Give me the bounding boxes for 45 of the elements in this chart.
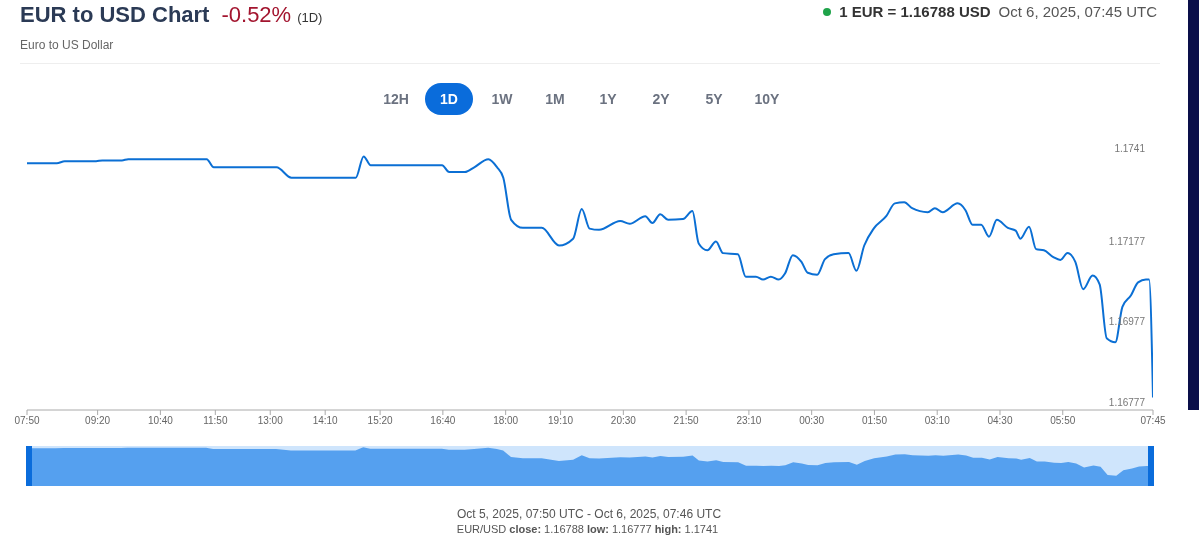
text: Oct 6, 2025, 07:45 UTC (998, 3, 1157, 20)
text: Oct 5, 2025, 07:50 UTC - Oct 6, 2025, 07:46 UTC (455, 507, 723, 521)
x-tick-label: 03:10 (924, 415, 951, 427)
text: 12H (382, 90, 410, 109)
text: 1Y (598, 90, 618, 109)
x-tick-label: 15:20 (367, 415, 394, 427)
x-tick-label: 14:10 (312, 415, 339, 427)
x-tick-label: 23:10 (736, 415, 762, 427)
chart-title: EUR to USD Chart (20, 2, 210, 28)
x-tick-label: 19:10 (548, 415, 574, 427)
x-tick-label: 20:30 (610, 415, 637, 427)
x-tick-label: 10:40 (147, 415, 174, 427)
line-series (27, 155, 1153, 399)
x-tick-label: 13:00 (257, 415, 284, 427)
x-tick-label: 16:40 (430, 415, 456, 427)
text: 1D (425, 83, 473, 115)
text: high: (654, 523, 682, 535)
y-tick-label: 1.17177 (1108, 236, 1146, 248)
text: 10Y (753, 90, 781, 109)
x-tick-label: 01:50 (861, 415, 888, 427)
text: EUR/USD (456, 523, 507, 535)
x-tick-label: 04:30 (987, 415, 1013, 427)
text: 1.16777 (611, 523, 652, 535)
x-tick-label: 18:00 (493, 415, 519, 427)
x-tick-label: 21:50 (673, 415, 700, 427)
text: 1W (490, 90, 514, 109)
text: -0.52% (221, 2, 292, 28)
x-tick-label: 00:30 (799, 415, 825, 427)
text: 1.1741 (684, 523, 719, 535)
text: 2Y (651, 90, 671, 109)
text: 1 EUR = 1.16788 USD (839, 3, 991, 20)
y-tick-label: 1.1741 (1114, 142, 1146, 154)
text: close: (509, 523, 542, 535)
text: (1D) (297, 10, 323, 25)
text: 1.16788 (544, 523, 584, 535)
x-tick-label: 07:50 (14, 415, 40, 427)
x-tick-label: 07:45 (1140, 415, 1166, 427)
text: low: (586, 523, 609, 535)
y-tick-label: 1.16777 (1108, 396, 1146, 408)
x-tick-label: 09:20 (85, 415, 111, 427)
text: 1M (544, 90, 566, 109)
x-tick-label: 11:50 (203, 415, 228, 427)
chart-subtitle: Euro to US Dollar (20, 38, 114, 52)
text: 5Y (704, 90, 724, 109)
x-tick-label: 05:50 (1050, 415, 1076, 427)
